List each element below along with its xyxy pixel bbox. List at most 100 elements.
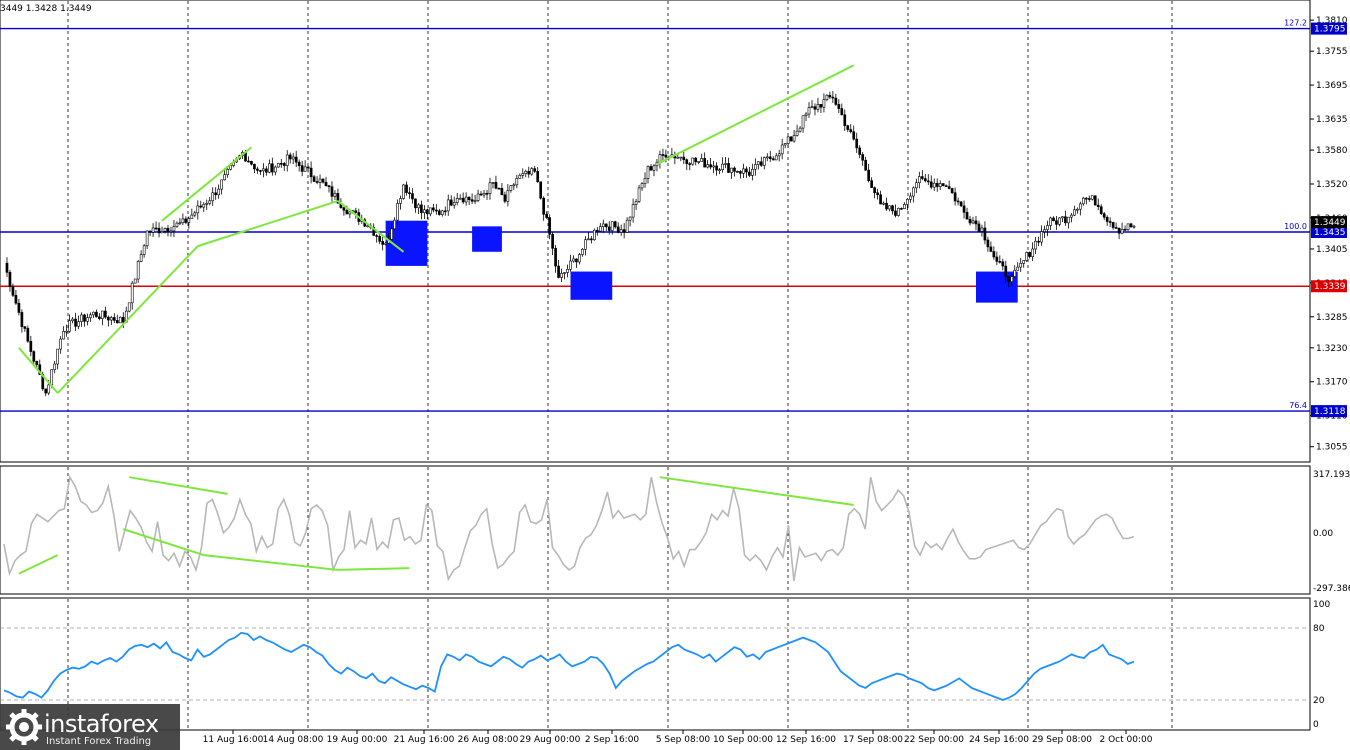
level-price-label: 1.3795 (1314, 25, 1346, 35)
candle-body (247, 160, 250, 163)
candle-body (279, 163, 283, 165)
candle-body (566, 268, 569, 273)
candle-body (384, 242, 387, 245)
candle-body (62, 331, 65, 340)
candle-body (71, 318, 74, 322)
time-tick-label: 26 Aug 08:00 (458, 735, 519, 745)
candle-body (259, 170, 262, 172)
candle-body (578, 254, 581, 263)
candle-body (888, 205, 891, 210)
candle-body (92, 311, 95, 316)
candle-body (685, 159, 689, 164)
candle-body (679, 156, 683, 159)
level-price-label: 1.3339 (1314, 282, 1346, 292)
candle-body (497, 187, 501, 190)
candle-body (1087, 198, 1091, 200)
candle-body (1034, 240, 1037, 250)
candle-body (473, 200, 477, 202)
candle-body (983, 227, 987, 241)
candle-body (417, 204, 420, 209)
level-percent-label: 100.0 (1284, 222, 1307, 231)
candle-body (491, 182, 495, 184)
candle-body (1105, 216, 1109, 222)
candle-body (449, 199, 453, 206)
candle-body (1004, 265, 1008, 277)
candle-body (315, 181, 319, 183)
candle-body (312, 176, 316, 182)
time-tick-label: 22 Sep 00:00 (904, 735, 964, 745)
candle-body (1096, 204, 1100, 207)
candle-body (50, 369, 54, 386)
time-tick-label: 29 Sep 08:00 (1032, 735, 1092, 745)
candle-body (268, 163, 271, 173)
candle-body (831, 96, 835, 99)
price-tick-label: 1.3755 (1316, 47, 1348, 57)
price-tick-label: 1.3285 (1316, 313, 1348, 323)
candle-body (694, 157, 698, 163)
candle-body (801, 115, 805, 129)
candle-body (291, 156, 295, 160)
candle-body (1031, 248, 1034, 257)
candle-body (813, 106, 817, 110)
candle-body (912, 187, 915, 197)
candle-body (557, 265, 560, 278)
candle-body (151, 227, 155, 233)
candle-body (324, 181, 328, 187)
candle-body (903, 204, 906, 209)
candle-body (86, 317, 89, 322)
price-trendline (161, 146, 253, 222)
rsi-tick-label: 100 (1313, 600, 1330, 610)
rsi-tick-label: 20 (1313, 696, 1325, 706)
candle-body (288, 154, 292, 160)
candle-body (65, 330, 68, 333)
cci-trendline (659, 476, 854, 507)
cci-tick-label: -297.386 (1313, 584, 1350, 594)
candle-body (736, 171, 739, 173)
candle-body (446, 199, 450, 212)
signal-boxes (385, 220, 1018, 303)
candle-body (834, 97, 838, 105)
price-trendlines (18, 64, 855, 394)
candle-body (771, 158, 775, 161)
candle-body (587, 238, 590, 241)
candle-body (1108, 221, 1112, 223)
candle-body (1046, 225, 1049, 230)
candle-body (157, 228, 161, 234)
candle-body (145, 230, 149, 247)
candle-body (649, 166, 653, 171)
candle-body (160, 230, 164, 234)
candle-body (220, 179, 223, 190)
rsi-series (3, 631, 1135, 701)
candle-body (381, 241, 384, 245)
candle-body (968, 218, 972, 224)
candle-body (226, 169, 229, 175)
candle-body (408, 192, 411, 194)
candle-body (739, 171, 742, 174)
candle-body (318, 178, 322, 183)
candle-body (1061, 216, 1064, 219)
current-price-tag (1311, 216, 1347, 229)
candle-body (59, 338, 62, 350)
candle-body (843, 114, 847, 126)
candle-body (584, 239, 587, 250)
candle-body (77, 321, 80, 327)
candle-body (142, 245, 146, 255)
candle-body (575, 258, 578, 263)
candle-body (208, 200, 212, 204)
cci-axis: 317.1939 0.00 -297.386 (1313, 470, 1350, 594)
candle-body (837, 104, 841, 109)
time-tick-label: 2 Oct 00:00 (1100, 735, 1153, 745)
candle-body (754, 164, 757, 170)
candle-body (909, 195, 912, 200)
candle-body (133, 278, 137, 284)
candle-body (783, 143, 787, 146)
ohlc-readout: 3449 1.3428 1.3449 (0, 4, 92, 14)
candle-body (581, 248, 584, 255)
candle-body (944, 185, 948, 187)
candle-body (506, 190, 510, 202)
candle-body (109, 317, 113, 321)
candle-body (83, 314, 86, 322)
candle-body (947, 186, 951, 189)
candle-body (136, 261, 140, 280)
